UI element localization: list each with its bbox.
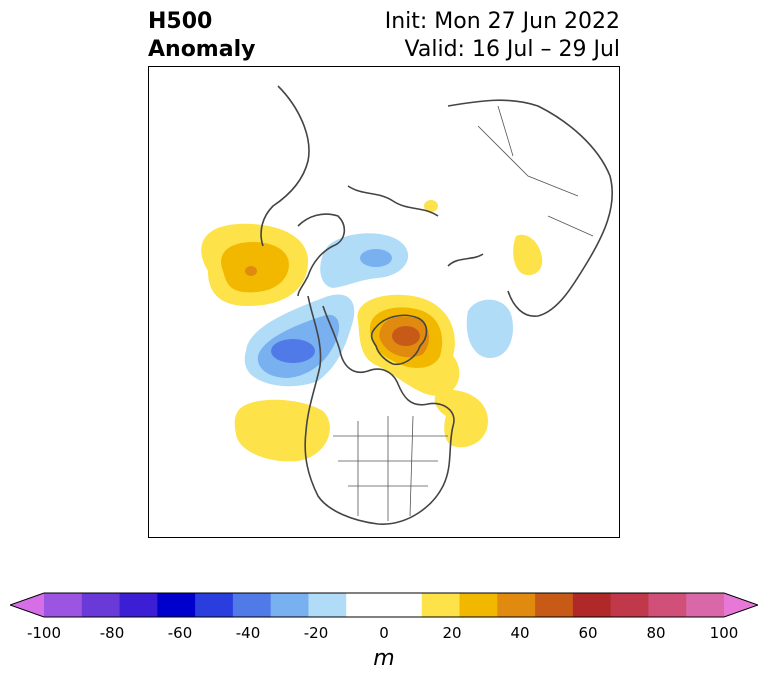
colorbar-segment: [308, 593, 347, 617]
coastlines: [260, 85, 614, 525]
colorbar-segment: [270, 593, 309, 617]
colorbar-segment: [497, 593, 536, 617]
anomaly-east-canada: [434, 389, 488, 448]
colorbar-tick-label: 0: [379, 624, 389, 642]
colorbar-segment: [346, 593, 385, 617]
colorbar-tick-label: -60: [167, 624, 193, 642]
colorbar-tick-label: 100: [709, 624, 739, 642]
colorbar-segment: [119, 593, 158, 617]
borders: [333, 105, 594, 521]
anomaly-ne-pacific: [201, 223, 308, 306]
colorbar-tick-label: -40: [235, 624, 261, 642]
colorbar-segment: [232, 593, 272, 617]
colorbar-segment: [572, 593, 612, 617]
colorbar-segments: [44, 593, 725, 617]
colorbar-segment: [686, 593, 725, 617]
colorbar-segment: [157, 593, 196, 617]
colorbar-segment: [384, 593, 423, 617]
anomaly-west-us: [234, 399, 330, 462]
map-title: H500 Anomaly: [148, 8, 255, 64]
colorbar-tick-label: -100: [26, 624, 62, 642]
colorbar-segment: [421, 593, 461, 617]
colorbar-outline: [10, 592, 758, 618]
init-date: Init: Mon 27 Jun 2022: [384, 9, 620, 34]
colorbar-segment: [535, 593, 574, 617]
colorbar-tick-label: -20: [303, 624, 329, 642]
title-variable: H500: [148, 9, 213, 34]
colorbar-segment: [648, 593, 687, 617]
colorbar-left-arrow: [10, 593, 44, 617]
map-frame: [148, 66, 620, 538]
colorbar-tick-label: 80: [646, 624, 666, 642]
colorbar-tick-label: 20: [442, 624, 462, 642]
colorbar-tick-label: -80: [99, 624, 125, 642]
colorbar-segment: [81, 593, 121, 617]
anomaly-map: [148, 66, 620, 538]
colorbar-segment: [459, 593, 498, 617]
colorbar-tick-label: 60: [578, 624, 598, 642]
title-type: Anomaly: [148, 37, 256, 62]
colorbar-unit-label: m: [373, 646, 395, 671]
map-dates: Init: Mon 27 Jun 2022 Valid: 16 Jul – 29…: [385, 8, 620, 64]
anomaly-north-atlantic: [466, 299, 514, 358]
colorbar: [10, 592, 758, 618]
colorbar-segment: [610, 593, 649, 617]
colorbar-tick-label: 40: [510, 624, 530, 642]
colorbar-segment: [44, 593, 83, 617]
anomaly-small-arctic: [424, 200, 438, 212]
colorbar-ticks: -100 -80 -60 -40 -20 0 20 40 60 80 100: [0, 624, 768, 644]
valid-range: Valid: 16 Jul – 29 Jul: [404, 37, 620, 62]
anomaly-russia: [513, 234, 543, 276]
colorbar-segment: [195, 593, 234, 617]
colorbar-right-arrow: [724, 593, 758, 617]
